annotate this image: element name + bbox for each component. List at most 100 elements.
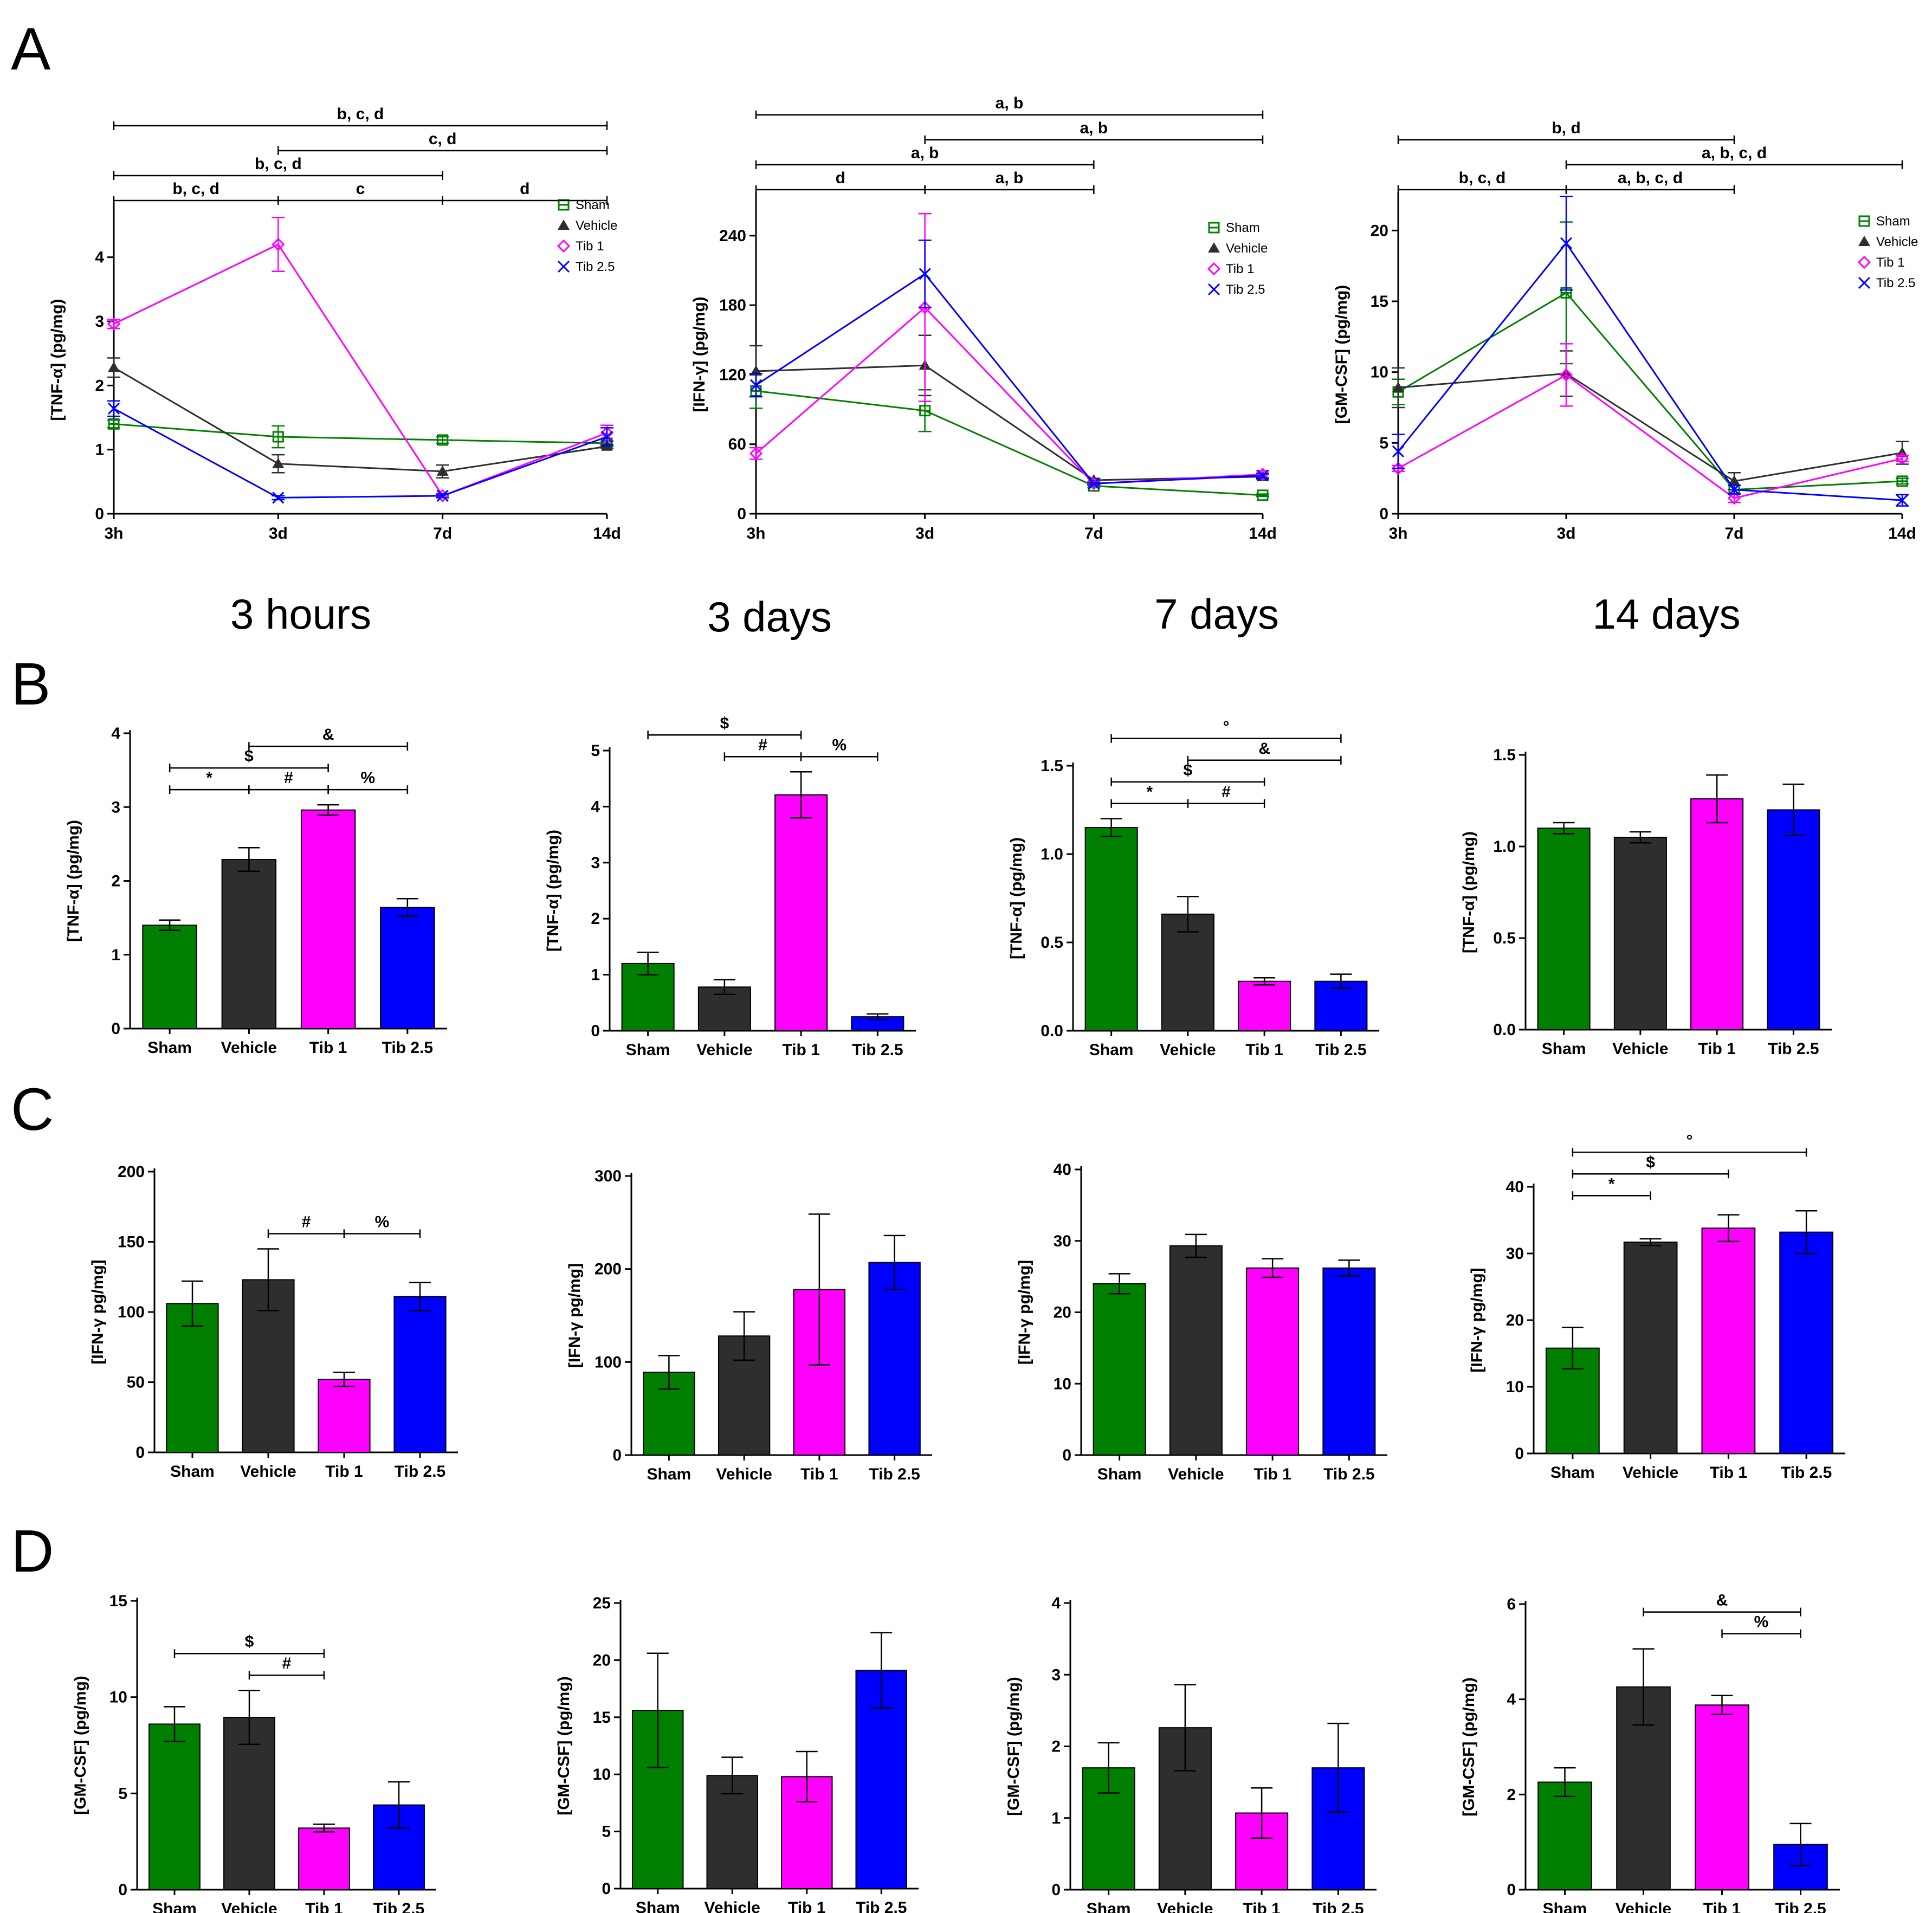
significance-label: b, c, d bbox=[255, 155, 302, 173]
y-tick-label: 1.0 bbox=[1041, 845, 1063, 863]
y-axis-label: [IFN-γ] (pg/mg) bbox=[690, 296, 708, 412]
y-tick-label: 1.0 bbox=[1493, 838, 1516, 856]
y-tick-label: 15 bbox=[109, 1592, 127, 1610]
y-tick-label: 20 bbox=[593, 1651, 611, 1669]
y-axis-label: [IFN-γ pg/mg] bbox=[566, 1263, 584, 1368]
bar-tib-2-5 bbox=[1779, 1231, 1833, 1454]
panel-letter-d: D bbox=[11, 1518, 54, 1585]
category-label: Sham bbox=[626, 1041, 670, 1059]
y-tick-label: 0 bbox=[1062, 1446, 1071, 1464]
category-label: Vehicle bbox=[1612, 1040, 1668, 1058]
y-tick-label: 1 bbox=[1051, 1809, 1061, 1827]
y-axis-label: [TNF-α] (pg/mg) bbox=[1460, 831, 1478, 953]
legend-label: Sham bbox=[1226, 221, 1260, 235]
bar-tib-2-5 bbox=[393, 1296, 447, 1453]
category-label: Vehicle bbox=[221, 1039, 277, 1057]
y-axis-label: [TNF-α] (pg/mg) bbox=[64, 820, 82, 942]
tib1-marker bbox=[272, 237, 285, 251]
category-label: Tib 1 bbox=[1253, 1465, 1291, 1483]
y-tick-label: 50 bbox=[127, 1374, 145, 1392]
category-label: Tib 2.5 bbox=[1315, 1041, 1366, 1059]
category-label: Vehicle bbox=[240, 1463, 296, 1481]
y-tick-label: 4 bbox=[111, 725, 120, 742]
chart-d3: 0 1 2 3 4 [GM-CSF] (pg/mg) Sham Vehicle Tib 1 Tib… bbox=[1005, 1594, 1377, 1913]
significance-label: a, b bbox=[996, 169, 1024, 187]
bar-vehicle bbox=[1623, 1242, 1678, 1455]
chart-c3: 0 10 20 30 40 [IFN-γ pg/mg] Sham Vehicle Tib 1 Ti… bbox=[1016, 1161, 1387, 1483]
y-axis-label: [TNF-α] (pg/mg) bbox=[1007, 837, 1025, 959]
bar-sham bbox=[166, 1303, 219, 1453]
x-tick-label: 3d bbox=[269, 525, 288, 542]
category-label: Tib 1 bbox=[305, 1900, 343, 1913]
significance-label: d bbox=[836, 169, 845, 187]
bar-tib-1 bbox=[1695, 1704, 1749, 1891]
tib25-marker bbox=[1088, 477, 1100, 490]
series-line bbox=[113, 408, 608, 499]
category-label: Sham bbox=[636, 1899, 680, 1913]
significance-label: # bbox=[284, 769, 293, 787]
chart-b3: 0.0 0.5 1.0 1.5 [TNF-α] (pg/mg) Sham Vehicle Ti… bbox=[1007, 718, 1379, 1059]
category-label: Tib 1 bbox=[1245, 1041, 1283, 1059]
significance-label: % bbox=[832, 736, 847, 754]
bar-tib-1 bbox=[1246, 1267, 1300, 1456]
tib1-marker bbox=[1895, 451, 1909, 466]
legend-label: Tib 2.5 bbox=[1876, 276, 1915, 290]
y-tick-label: 10 bbox=[1371, 364, 1388, 382]
series-line bbox=[1398, 374, 1903, 499]
tib1-marker bbox=[1857, 255, 1871, 269]
bar-sham bbox=[1093, 1283, 1146, 1456]
tib1-marker bbox=[749, 447, 763, 460]
series-line bbox=[113, 423, 608, 444]
y-tick-label: 300 bbox=[595, 1167, 622, 1185]
category-label: Tib 2.5 bbox=[1313, 1900, 1364, 1913]
y-axis-label: [GM-CSF] (pg/mg) bbox=[555, 1676, 573, 1815]
bar-vehicle bbox=[1169, 1245, 1223, 1456]
bar-tib-1 bbox=[1701, 1227, 1756, 1454]
y-tick-label: 0.0 bbox=[1041, 1022, 1063, 1040]
y-tick-label: 5 bbox=[602, 1823, 611, 1841]
category-label: Tib 1 bbox=[1243, 1900, 1280, 1913]
y-axis-label: [GM-CSF] (pg/mg) bbox=[1460, 1677, 1478, 1817]
series-line bbox=[755, 364, 1263, 481]
category-label: Sham bbox=[1087, 1900, 1131, 1913]
significance-label: c bbox=[356, 180, 365, 198]
significance-label: b, c, d bbox=[1459, 169, 1506, 187]
bar-sham bbox=[148, 1723, 201, 1890]
legend-label: Tib 2.5 bbox=[1226, 282, 1265, 297]
y-tick-label: 0 bbox=[591, 1022, 600, 1040]
chart-a3: 0 5 10 15 20 [GM-CSF] (pg/mg) 3h 3d 7d 14d Sham Veh… bbox=[1333, 119, 1918, 542]
series-tib-1 bbox=[1391, 343, 1909, 505]
y-axis-label: [TNF-α] (pg/mg) bbox=[544, 830, 562, 952]
category-label: Tib 2.5 bbox=[1781, 1464, 1832, 1482]
significance-label: ° bbox=[1223, 718, 1230, 736]
y-tick-label: 2 bbox=[111, 873, 120, 890]
y-tick-label: 0.0 bbox=[1493, 1021, 1516, 1039]
significance-label: # bbox=[282, 1655, 292, 1672]
y-tick-label: 30 bbox=[1054, 1232, 1071, 1250]
y-tick-label: 0 bbox=[1051, 1881, 1061, 1899]
tib25-marker bbox=[557, 260, 570, 273]
panel-letter-b: B bbox=[11, 651, 50, 718]
y-tick-label: 4 bbox=[95, 249, 104, 267]
significance-label: * bbox=[1608, 1175, 1615, 1193]
chart-d2: 0 5 10 15 20 25 [GM-CSF] (pg/mg) Sham Vehicle Tib… bbox=[555, 1594, 919, 1913]
significance-label: b, c, d bbox=[172, 180, 219, 198]
y-axis-label: [IFN-γ pg/mg] bbox=[1016, 1260, 1033, 1365]
y-tick-label: 3 bbox=[1051, 1666, 1061, 1684]
y-tick-label: 2 bbox=[1507, 1786, 1516, 1804]
category-label: Vehicle bbox=[1160, 1041, 1216, 1059]
y-tick-label: 25 bbox=[593, 1594, 611, 1612]
tib1-marker bbox=[918, 301, 932, 314]
category-label: Tib 2.5 bbox=[1775, 1900, 1826, 1913]
legend-label: Vehicle bbox=[1876, 235, 1918, 249]
y-tick-label: 1 bbox=[591, 966, 600, 984]
y-tick-label: 2 bbox=[1051, 1738, 1061, 1756]
bar-sham bbox=[142, 925, 197, 1029]
time-title-3-hours: 3 hours bbox=[230, 590, 371, 638]
series-sham bbox=[107, 418, 613, 449]
category-label: Vehicle bbox=[1616, 1900, 1671, 1913]
significance-label: % bbox=[1754, 1613, 1769, 1631]
